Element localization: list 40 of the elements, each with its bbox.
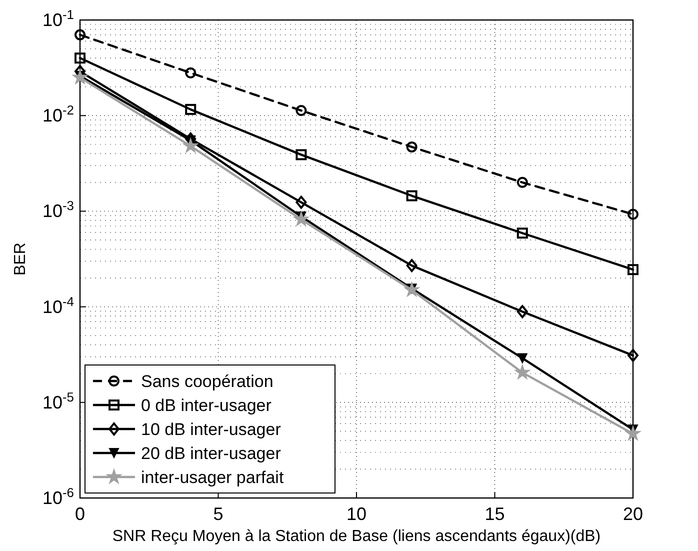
x-tick-label: 5 [213, 504, 224, 524]
point [185, 104, 196, 115]
point [294, 212, 309, 226]
legend-label: inter-usager parfait [141, 468, 284, 487]
point [296, 149, 307, 160]
point [296, 105, 307, 116]
point [406, 141, 418, 152]
x-tick-label: 10 [346, 504, 367, 524]
point [296, 196, 307, 209]
point [628, 208, 638, 220]
y-tick-label: 10$^{-6}$ [42, 484, 74, 508]
legend-label: 0 dB inter-usager [141, 396, 272, 415]
point [406, 259, 418, 272]
point [406, 190, 418, 202]
point [404, 282, 420, 296]
y-tick-label: 10$^{-3}$ [42, 198, 74, 222]
point [514, 364, 530, 380]
point [183, 138, 198, 152]
point [185, 67, 196, 78]
point [628, 348, 638, 362]
point [516, 228, 528, 239]
y-tick-label: 10$^{-2}$ [42, 102, 74, 126]
y-tick-label: 10$^{-1}$ [42, 6, 74, 30]
y-tick-label: 10$^{-5}$ [42, 388, 74, 412]
legend-label: Sans coopération [141, 372, 274, 391]
point [74, 29, 86, 40]
x-tick-label: 0 [74, 504, 86, 524]
y-axis-title: BER [12, 242, 29, 276]
x-tick-label: 15 [484, 504, 505, 524]
x-axis-title: SNR Reçu Moyen à la Station de Base (liens ascendants égaux)(dB) [112, 528, 601, 545]
point [516, 305, 528, 318]
point [74, 52, 86, 64]
point [517, 353, 528, 364]
legend-label: 10 dB inter-usager [141, 420, 282, 439]
point [628, 264, 638, 276]
point [626, 426, 640, 440]
x-tick-label: 20 [622, 504, 644, 524]
point [516, 176, 528, 188]
legend-label: 20 dB inter-usager [141, 444, 282, 463]
y-tick-label: 10$^{-4}$ [42, 293, 74, 317]
